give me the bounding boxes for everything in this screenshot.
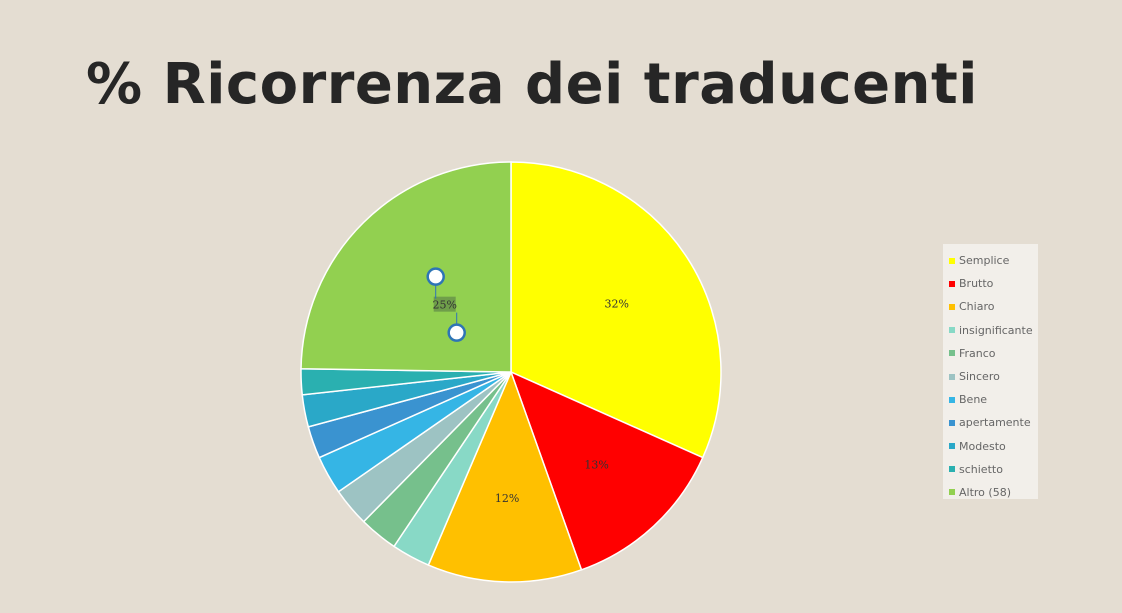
selection-handle-start[interactable] [426, 267, 445, 286]
legend-swatch [949, 396, 955, 403]
legend-swatch [949, 350, 955, 357]
legend-label: Modesto [959, 439, 1006, 453]
pie-data-labels: 32% 13% 12% 25% [432, 296, 629, 505]
legend-item-schietto[interactable]: schietto [943, 458, 1038, 481]
legend-label: Bene [959, 393, 988, 407]
legend-item-insignificante[interactable]: insignificante [943, 319, 1038, 342]
legend-item-modesto[interactable]: Modesto [943, 435, 1038, 458]
legend-item-chiaro[interactable]: Chiaro [943, 295, 1038, 318]
legend-label: Franco [959, 346, 996, 360]
legend-item-altro-58[interactable]: Altro (58) [943, 481, 1038, 504]
legend-item-bene[interactable]: Bene [943, 388, 1038, 411]
legend-swatch [949, 280, 955, 287]
legend-label: schietto [959, 462, 1003, 476]
pie-slice-semplice[interactable] [510, 161, 722, 459]
legend-label: Altro (58) [959, 485, 1011, 499]
legend-item-semplice[interactable]: Semplice [943, 249, 1038, 272]
legend-label: apertamente [959, 416, 1031, 430]
pie-slice-chiaro[interactable] [427, 369, 583, 583]
data-label-altro-58: 25% [432, 299, 456, 312]
label-selection [426, 267, 466, 342]
legend-item-franco[interactable]: Franco [943, 342, 1038, 365]
data-label-semplice: 32% [604, 297, 628, 310]
chart-legend[interactable]: Semplice Brutto Chiaro insignificante Franco… [943, 244, 1038, 499]
selection-handle-end[interactable] [447, 323, 466, 342]
legend-item-sincero[interactable]: Sincero [943, 365, 1038, 388]
legend-swatch [949, 419, 955, 426]
legend-item-brutto[interactable]: Brutto [943, 272, 1038, 295]
legend-label: insignificante [959, 323, 1033, 337]
pie-slice-altro-58[interactable] [300, 161, 512, 373]
legend-swatch [949, 466, 955, 473]
legend-swatch [949, 257, 955, 264]
pie-slices [300, 161, 722, 583]
slide-title: % Ricorrenza dei traducenti [86, 52, 978, 117]
legend-label: Chiaro [959, 300, 995, 314]
selected-label-box [433, 296, 456, 312]
legend-label: Semplice [959, 254, 1010, 268]
legend-swatch [949, 303, 955, 310]
data-label-brutto: 13% [584, 458, 608, 471]
legend-swatch [949, 489, 955, 496]
data-label-chiaro: 12% [495, 492, 519, 505]
legend-label: Sincero [959, 370, 1000, 384]
legend-swatch [949, 443, 955, 450]
pie-slice-brutto[interactable] [509, 370, 704, 571]
legend-swatch [949, 373, 955, 380]
legend-swatch [949, 327, 955, 334]
legend-item-apertamente[interactable]: apertamente [943, 411, 1038, 434]
legend-label: Brutto [959, 277, 994, 291]
